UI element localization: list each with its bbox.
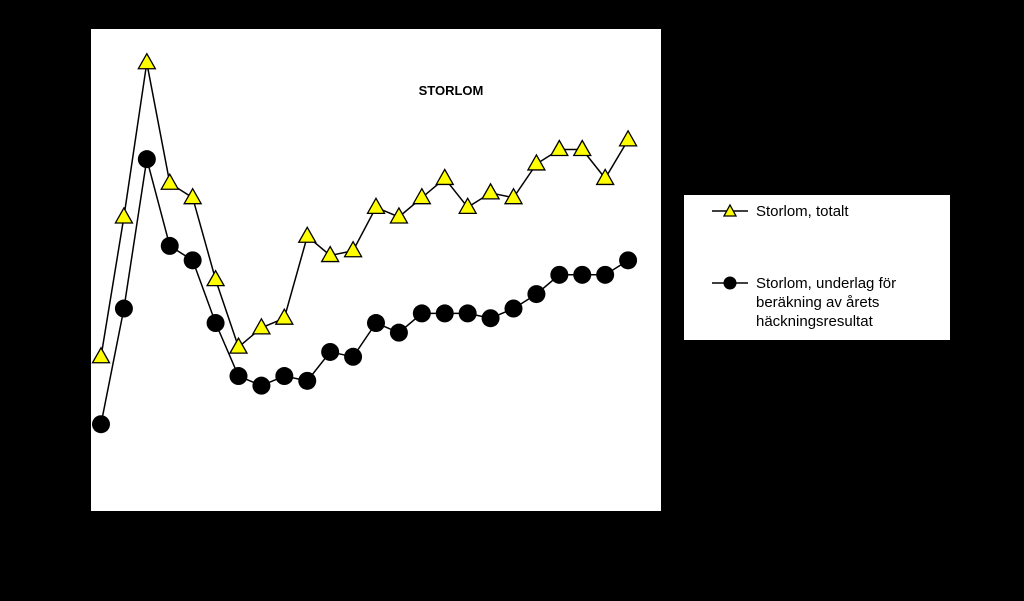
series-0-point-11 [343, 240, 363, 258]
series-0-point-7 [251, 317, 272, 335]
series-0-point-23 [618, 129, 638, 147]
series-1-point-2 [137, 150, 156, 169]
series-1-point-1 [114, 299, 133, 318]
series-1-point-18 [504, 299, 523, 318]
series-1-point-16 [458, 304, 477, 323]
series-1-point-5 [206, 314, 225, 333]
series-0-point-12 [366, 197, 386, 214]
series-1-point-3 [160, 236, 179, 255]
series-0-point-21 [572, 139, 592, 157]
legend-marker-circle [723, 276, 737, 290]
series-0-point-0 [91, 346, 111, 364]
series-0-point-19 [526, 153, 547, 171]
series-0-point-8 [274, 307, 294, 325]
series-1-point-23 [619, 251, 638, 270]
legend-box [684, 195, 950, 340]
series-0-point-4 [183, 187, 203, 205]
series-1-point-17 [481, 309, 500, 328]
legend-label-underlag-line-3: häckningsresultat [756, 313, 874, 330]
series-0-point-14 [412, 187, 432, 205]
series-0-point-18 [503, 187, 524, 205]
series-0-point-15 [435, 168, 455, 186]
series-1-point-0 [92, 415, 110, 434]
series-0-point-13 [389, 206, 409, 224]
series-0-point-6 [228, 336, 249, 354]
series-1-point-22 [596, 265, 615, 284]
series-0-point-22 [595, 168, 615, 186]
series-1-point-12 [367, 314, 385, 333]
series-0-point-3 [160, 172, 180, 190]
series-1-point-15 [435, 304, 454, 323]
series-0-point-10 [320, 245, 340, 263]
series-1-point-10 [321, 342, 340, 361]
series-0-point-5 [205, 269, 226, 287]
legend: Storlom, totalt Storlom, underlag för be… [684, 195, 950, 340]
series-1-point-7 [252, 376, 271, 395]
series-1-point-9 [298, 371, 317, 390]
series-1-point-20 [550, 265, 569, 284]
legend-label-totalt: Storlom, totalt [756, 203, 849, 220]
series-0-point-20 [549, 139, 569, 157]
series-0-point-9 [297, 225, 317, 243]
legend-label-underlag-line-1: Storlom, underlag för [756, 275, 896, 292]
series-1-point-8 [275, 367, 294, 386]
series-layer [91, 52, 638, 434]
series-0-point-1 [114, 206, 134, 224]
series-0-point-16 [458, 197, 478, 214]
chart-title: STORLOM [419, 83, 484, 98]
series-1-point-14 [412, 304, 431, 323]
series-1-point-6 [229, 367, 248, 386]
series-1-point-13 [389, 323, 408, 342]
series-1-point-19 [527, 285, 546, 304]
series-0-point-2 [137, 52, 157, 70]
series-1-point-11 [344, 347, 363, 366]
series-0-point-17 [480, 182, 501, 200]
legend-marker-triangle [722, 203, 738, 217]
series-1-point-4 [183, 251, 202, 270]
legend-label-underlag-line-2: beräkning av årets [756, 294, 879, 311]
legend-label-underlag: Storlom, underlag för beräkning av årets… [756, 275, 900, 330]
series-1-point-21 [573, 265, 592, 284]
